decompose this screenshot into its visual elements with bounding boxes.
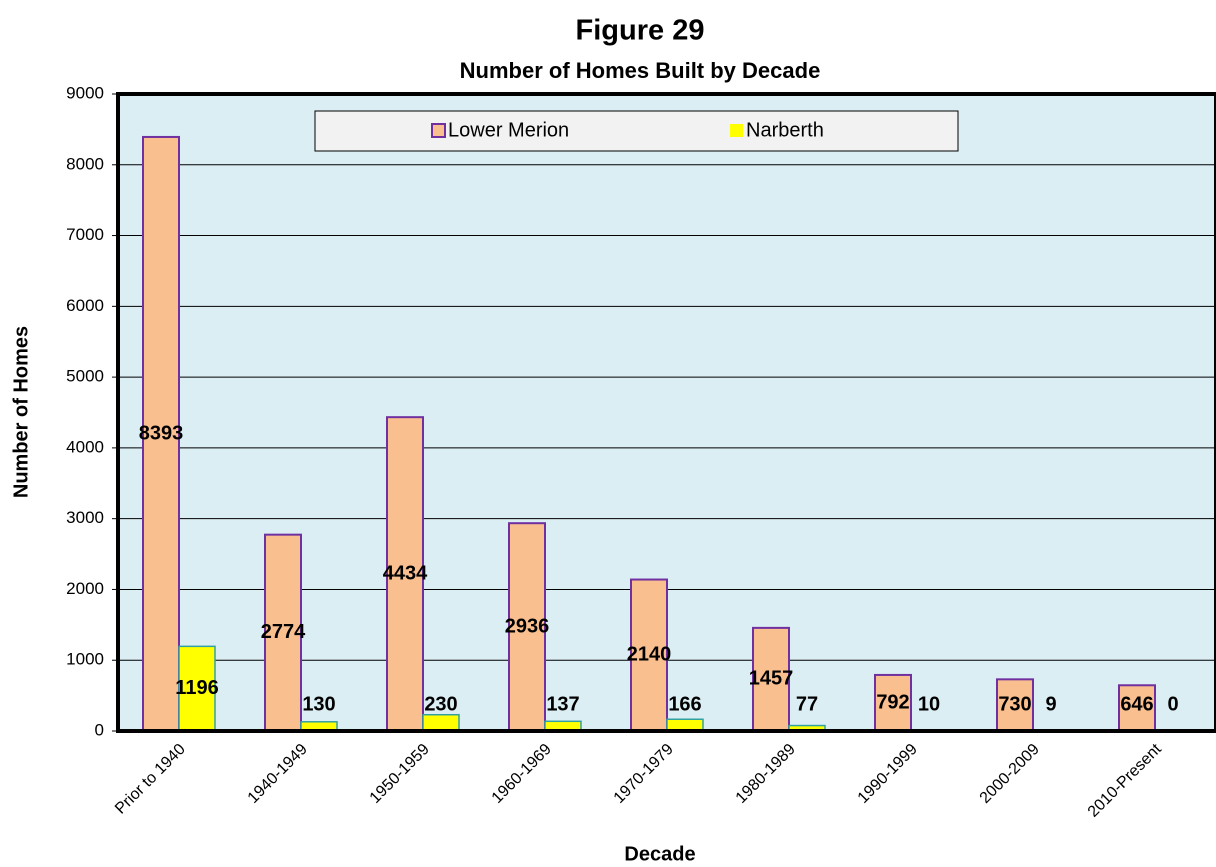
x-tick-label: 1990-1999 <box>855 741 921 807</box>
data-label: 2936 <box>505 615 550 637</box>
data-label: 8393 <box>139 422 184 444</box>
data-label: 137 <box>546 693 579 715</box>
data-label: 230 <box>424 693 457 715</box>
y-tick-label: 7000 <box>66 225 104 244</box>
y-tick-label: 4000 <box>66 437 104 456</box>
x-tick-label: 2010-Present <box>1085 740 1165 820</box>
y-tick-label: 9000 <box>66 83 104 102</box>
x-axis-label: Decade <box>624 843 695 865</box>
data-label: 4434 <box>383 562 428 584</box>
legend-label: Narberth <box>746 119 824 141</box>
x-tick-label: 2000-2009 <box>977 741 1043 807</box>
chart-subtitle: Number of Homes Built by Decade <box>460 58 821 83</box>
y-tick-label: 5000 <box>66 367 104 386</box>
bar <box>264 533 302 732</box>
data-label: 646 <box>1120 693 1153 715</box>
y-tick-label: 3000 <box>66 508 104 527</box>
data-label: 2140 <box>627 644 672 666</box>
data-label: 2774 <box>261 621 306 643</box>
bar <box>142 135 180 733</box>
data-label: 792 <box>876 691 909 713</box>
x-tick-label: Prior to 1940 <box>112 741 189 818</box>
bar <box>1118 684 1156 732</box>
y-axis-label: Number of Homes <box>10 326 32 498</box>
y-tick-label: 1000 <box>66 650 104 669</box>
data-label: 77 <box>796 693 818 715</box>
bar <box>178 645 216 732</box>
bar <box>508 522 546 733</box>
legend-box <box>314 110 959 152</box>
chart-title: Figure 29 <box>576 15 705 47</box>
legend-swatch <box>730 124 743 137</box>
y-tick-label: 2000 <box>66 579 104 598</box>
x-tick-label: 1980-1989 <box>733 741 799 807</box>
data-label: 1457 <box>749 668 794 690</box>
x-tick-label: 1940-1949 <box>245 741 311 807</box>
data-label: 0 <box>1167 693 1178 715</box>
data-label: 730 <box>998 693 1031 715</box>
data-label: 166 <box>668 693 701 715</box>
legend-swatch <box>431 123 446 138</box>
data-label: 10 <box>918 693 940 715</box>
x-tick-label: 1970-1979 <box>611 741 677 807</box>
x-tick-label: 1950-1959 <box>367 741 433 807</box>
y-tick-label: 8000 <box>66 154 104 173</box>
data-label: 130 <box>302 693 335 715</box>
bar <box>422 713 460 732</box>
plot-border <box>116 92 1216 733</box>
y-tick-label: 0 <box>95 720 104 739</box>
y-tick-label: 6000 <box>66 296 104 315</box>
x-tick-label: 1960-1969 <box>489 741 555 807</box>
bar <box>386 416 424 732</box>
data-label: 9 <box>1045 693 1056 715</box>
legend-label: Lower Merion <box>448 119 569 141</box>
data-label: 1196 <box>175 677 218 699</box>
